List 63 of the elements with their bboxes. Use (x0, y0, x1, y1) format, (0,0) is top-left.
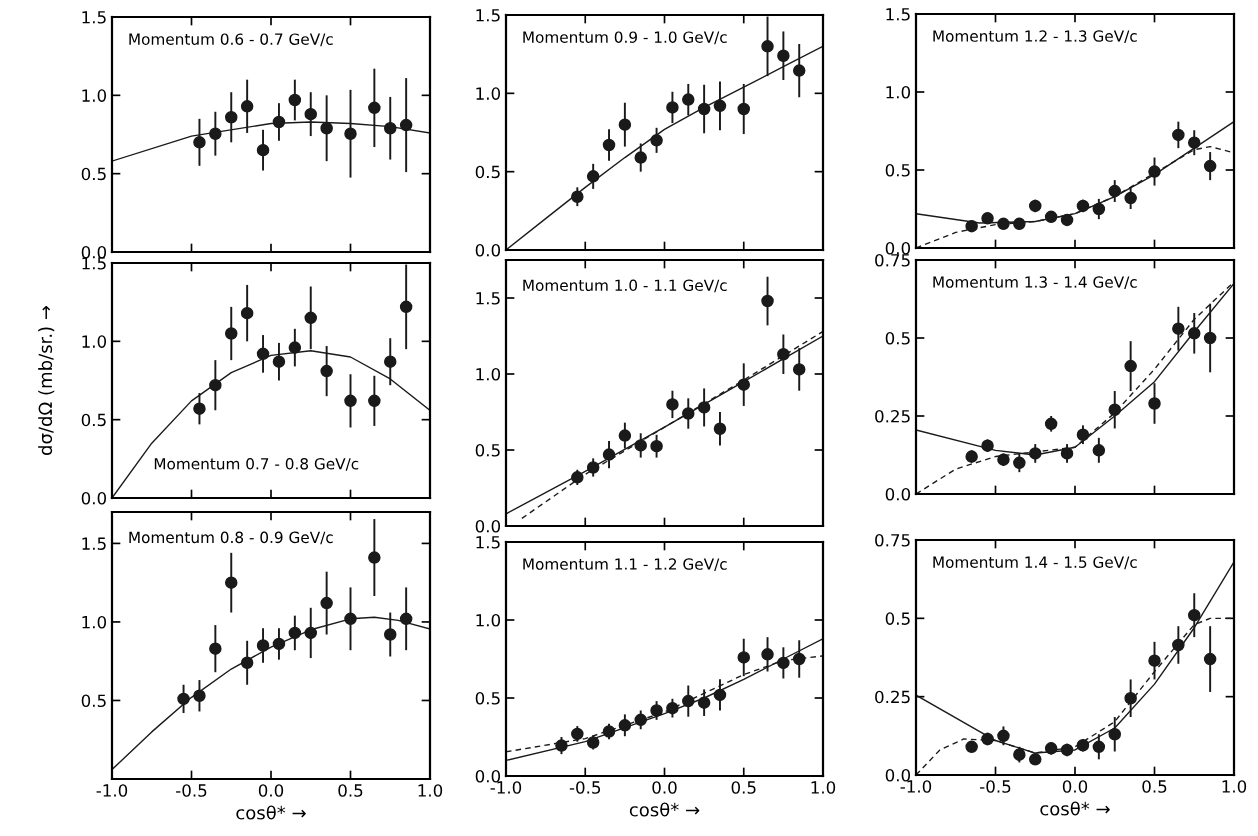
y-tick-label: 0.5 (475, 165, 500, 179)
y-tick-label: 1.0 (82, 615, 107, 629)
y-tick-label: 0.5 (885, 163, 910, 177)
y-tick-label: 1.5 (82, 11, 106, 24)
y-tick-label: 0.0 (81, 491, 107, 505)
y-tick-label: 1.0 (82, 89, 107, 102)
text: Momentum 1.4 - 1.5 GeV/c (933, 556, 1137, 570)
text: Momentum 0.8 - 0.9 GeV/c (129, 531, 333, 545)
x-tick-label: 1.0 (1222, 780, 1247, 793)
x-tick-label: -0.5 (176, 784, 207, 797)
x-tick-label: -0.5 (980, 780, 1011, 793)
y-tick-label: 0.25 (875, 409, 910, 423)
y-axis-title: dσ/dΩ (mb/sr.) → (38, 305, 55, 455)
y-tick-label: 0.25 (875, 690, 910, 704)
y-tick-label: 1.5 (886, 8, 910, 21)
y-tick-label: 0.0 (885, 241, 911, 255)
x-axis-title: cosθ* → (1040, 801, 1110, 816)
y-tick-label: 0.5 (885, 331, 910, 345)
y-tick-label: 0.75 (875, 253, 910, 267)
x-tick-label: -1.0 (490, 781, 522, 794)
y-tick-label: 0.75 (875, 533, 910, 547)
y-tick-label: 0.0 (475, 243, 501, 257)
y-tick-label: 1.5 (476, 9, 500, 22)
y-tick-label: 1.5 (476, 292, 500, 305)
y-tick-label: 1.5 (82, 537, 106, 550)
text: Momentum 0.7 - 0.8 GeV/c (154, 457, 359, 471)
y-tick-label: 0.5 (81, 413, 106, 427)
x-axis-title: cosθ* → (236, 805, 306, 820)
y-tick-label: 0.5 (81, 694, 106, 708)
x-tick-label: -0.5 (569, 781, 601, 794)
x-tick-label: 1.0 (418, 784, 443, 797)
y-tick-label: 0.0 (475, 769, 501, 783)
y-tick-label: 1.0 (476, 613, 501, 627)
y-tick-label: 0.5 (885, 612, 910, 625)
y-tick-label: 0.0 (885, 487, 911, 501)
x-tick-label: -1.0 (96, 784, 128, 797)
x-tick-label: 0.5 (1142, 780, 1167, 793)
text: Momentum 0.9 - 1.0 GeV/c (523, 31, 727, 45)
y-tick-label: 0.5 (475, 443, 500, 457)
y-tick-label: 0.0 (475, 519, 501, 533)
x-tick-label: 0.0 (1062, 780, 1088, 793)
y-tick-label: 1.5 (476, 536, 500, 549)
y-tick-label: 0.0 (81, 245, 107, 259)
y-tick-label: 1.0 (476, 367, 501, 381)
text: Momentum 1.2 - 1.3 GeV/c (933, 30, 1137, 44)
y-tick-label: 0.0 (885, 768, 911, 782)
x-tick-label: 0.5 (338, 784, 363, 797)
y-tick-label: 0.5 (475, 691, 500, 705)
text: Momentum 1.3 - 1.4 GeV/c (933, 276, 1137, 290)
x-tick-label: 1.0 (811, 781, 836, 794)
x-tick-label: 0.0 (652, 781, 677, 794)
y-tick-label: 0.5 (81, 167, 106, 181)
x-tick-label: 0.0 (258, 784, 284, 797)
y-tick-label: 1.5 (82, 257, 106, 270)
y-tick-label: 1.0 (886, 85, 911, 99)
y-tick-label: 1.0 (476, 87, 501, 100)
x-axis-title: cosθ* → (629, 802, 700, 817)
text: Momentum 0.6 - 0.7 GeV/c (129, 33, 333, 47)
y-tick-label: 1.0 (82, 335, 107, 348)
x-tick-label: 0.5 (731, 781, 756, 794)
text: Momentum 1.1 - 1.2 GeV/c (523, 558, 727, 572)
x-tick-label: -1.0 (900, 780, 932, 793)
text: Momentum 1.0 - 1.1 GeV/c (523, 279, 727, 293)
